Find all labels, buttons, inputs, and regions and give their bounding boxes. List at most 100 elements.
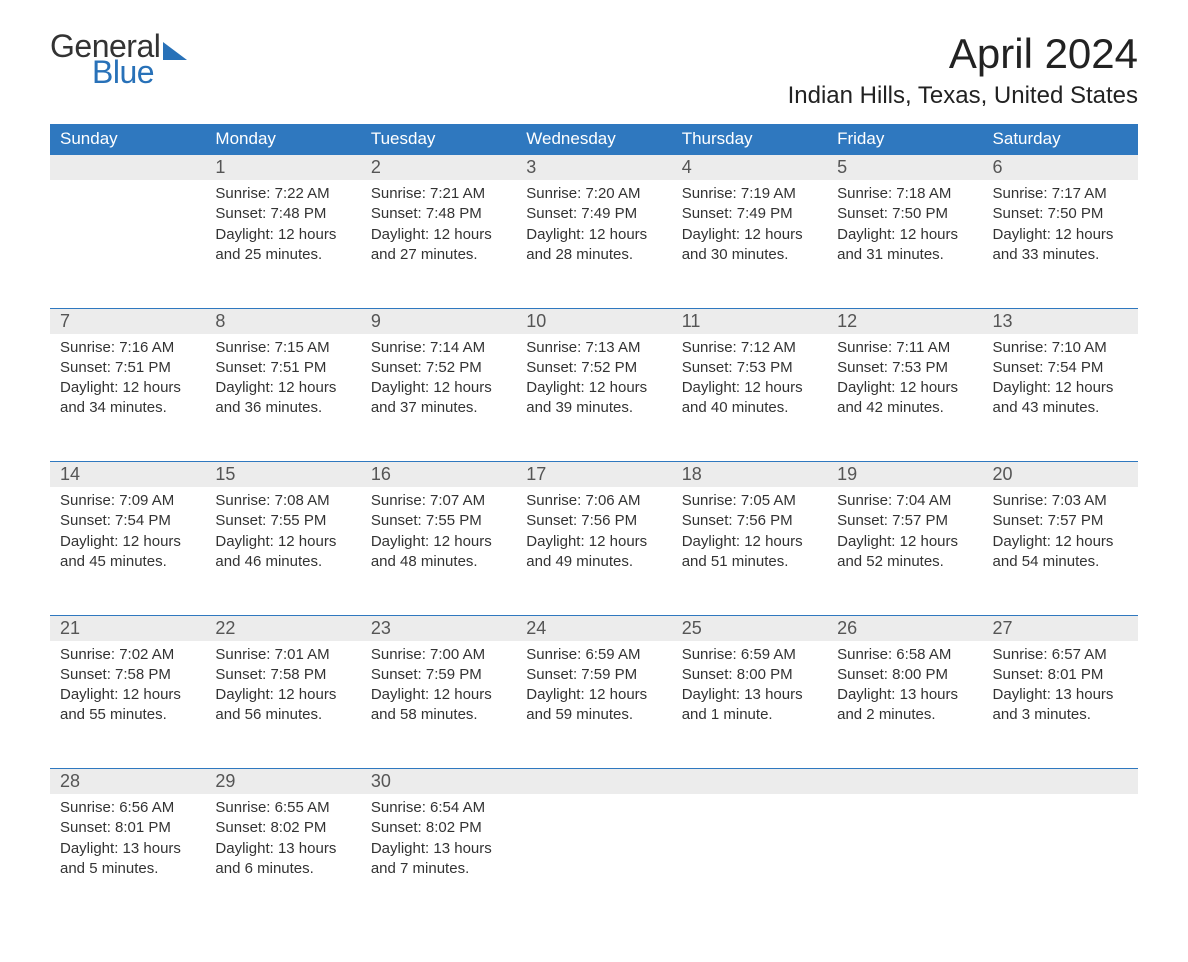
day-number xyxy=(50,155,205,159)
daynum-row: 282930 xyxy=(50,769,1138,795)
day-content xyxy=(50,180,205,194)
day-dl1: Daylight: 12 hours xyxy=(837,378,972,398)
day-dl1: Daylight: 12 hours xyxy=(526,532,661,552)
day-sunrise: Sunrise: 7:12 AM xyxy=(682,338,817,358)
day-content: Sunrise: 7:17 AMSunset: 7:50 PMDaylight:… xyxy=(983,180,1138,275)
day-sunrise: Sunrise: 7:22 AM xyxy=(215,184,350,204)
weekday-header: Thursday xyxy=(672,124,827,155)
day-cell: Sunrise: 7:22 AMSunset: 7:48 PMDaylight:… xyxy=(205,180,360,308)
day-content: Sunrise: 7:16 AMSunset: 7:51 PMDaylight:… xyxy=(50,334,205,429)
day-sunset: Sunset: 8:00 PM xyxy=(682,665,817,685)
title-block: April 2024 Indian Hills, Texas, United S… xyxy=(788,30,1138,110)
day-sunrise: Sunrise: 7:03 AM xyxy=(993,491,1128,511)
day-content: Sunrise: 7:04 AMSunset: 7:57 PMDaylight:… xyxy=(827,487,982,582)
day-content: Sunrise: 6:58 AMSunset: 8:00 PMDaylight:… xyxy=(827,641,982,736)
day-sunrise: Sunrise: 6:59 AM xyxy=(526,645,661,665)
day-cell: Sunrise: 7:02 AMSunset: 7:58 PMDaylight:… xyxy=(50,641,205,769)
day-cell: Sunrise: 7:20 AMSunset: 7:49 PMDaylight:… xyxy=(516,180,671,308)
day-sunset: Sunset: 7:58 PM xyxy=(215,665,350,685)
day-sunrise: Sunrise: 7:02 AM xyxy=(60,645,195,665)
day-content: Sunrise: 7:18 AMSunset: 7:50 PMDaylight:… xyxy=(827,180,982,275)
day-sunset: Sunset: 7:53 PM xyxy=(837,358,972,378)
day-dl1: Daylight: 12 hours xyxy=(371,685,506,705)
day-content: Sunrise: 7:06 AMSunset: 7:56 PMDaylight:… xyxy=(516,487,671,582)
day-dl2: and 46 minutes. xyxy=(215,552,350,572)
day-number xyxy=(672,769,827,773)
day-number xyxy=(983,769,1138,773)
day-dl2: and 52 minutes. xyxy=(837,552,972,572)
day-number: 7 xyxy=(50,309,205,334)
day-sunrise: Sunrise: 7:16 AM xyxy=(60,338,195,358)
day-number: 23 xyxy=(361,616,516,641)
day-content: Sunrise: 7:19 AMSunset: 7:49 PMDaylight:… xyxy=(672,180,827,275)
day-sunset: Sunset: 7:49 PM xyxy=(682,204,817,224)
day-cell: Sunrise: 7:08 AMSunset: 7:55 PMDaylight:… xyxy=(205,487,360,615)
day-number: 2 xyxy=(361,155,516,180)
day-dl2: and 42 minutes. xyxy=(837,398,972,418)
day-sunset: Sunset: 7:50 PM xyxy=(837,204,972,224)
day-content: Sunrise: 7:01 AMSunset: 7:58 PMDaylight:… xyxy=(205,641,360,736)
day-cell xyxy=(516,794,671,922)
day-sunset: Sunset: 7:51 PM xyxy=(215,358,350,378)
day-dl1: Daylight: 12 hours xyxy=(60,532,195,552)
day-dl1: Daylight: 12 hours xyxy=(993,532,1128,552)
day-sunset: Sunset: 7:55 PM xyxy=(371,511,506,531)
day-dl1: Daylight: 12 hours xyxy=(682,225,817,245)
day-dl1: Daylight: 12 hours xyxy=(526,685,661,705)
day-content: Sunrise: 7:21 AMSunset: 7:48 PMDaylight:… xyxy=(361,180,516,275)
day-number: 15 xyxy=(205,462,360,487)
day-dl1: Daylight: 13 hours xyxy=(371,839,506,859)
day-number: 18 xyxy=(672,462,827,487)
day-cell: Sunrise: 6:56 AMSunset: 8:01 PMDaylight:… xyxy=(50,794,205,922)
day-dl1: Daylight: 12 hours xyxy=(837,225,972,245)
day-dl2: and 27 minutes. xyxy=(371,245,506,265)
day-dl1: Daylight: 12 hours xyxy=(526,378,661,398)
day-dl2: and 40 minutes. xyxy=(682,398,817,418)
day-sunset: Sunset: 7:48 PM xyxy=(371,204,506,224)
day-content: Sunrise: 7:02 AMSunset: 7:58 PMDaylight:… xyxy=(50,641,205,736)
day-content xyxy=(672,794,827,808)
day-sunrise: Sunrise: 7:05 AM xyxy=(682,491,817,511)
day-dl2: and 36 minutes. xyxy=(215,398,350,418)
day-sunrise: Sunrise: 6:58 AM xyxy=(837,645,972,665)
day-dl2: and 28 minutes. xyxy=(526,245,661,265)
day-dl1: Daylight: 12 hours xyxy=(993,378,1128,398)
day-cell: Sunrise: 7:21 AMSunset: 7:48 PMDaylight:… xyxy=(361,180,516,308)
day-cell: Sunrise: 7:11 AMSunset: 7:53 PMDaylight:… xyxy=(827,334,982,462)
day-sunrise: Sunrise: 7:06 AM xyxy=(526,491,661,511)
day-dl2: and 56 minutes. xyxy=(215,705,350,725)
day-content: Sunrise: 6:54 AMSunset: 8:02 PMDaylight:… xyxy=(361,794,516,889)
day-sunset: Sunset: 7:59 PM xyxy=(371,665,506,685)
day-sunset: Sunset: 7:54 PM xyxy=(993,358,1128,378)
page-header: General Blue April 2024 Indian Hills, Te… xyxy=(50,30,1138,110)
day-dl2: and 45 minutes. xyxy=(60,552,195,572)
day-sunrise: Sunrise: 7:01 AM xyxy=(215,645,350,665)
daynum-row: 123456 xyxy=(50,155,1138,181)
day-content xyxy=(983,794,1138,808)
weekday-header: Monday xyxy=(205,124,360,155)
day-cell: Sunrise: 7:04 AMSunset: 7:57 PMDaylight:… xyxy=(827,487,982,615)
day-dl2: and 33 minutes. xyxy=(993,245,1128,265)
day-content xyxy=(827,794,982,808)
day-dl2: and 31 minutes. xyxy=(837,245,972,265)
day-cell: Sunrise: 7:07 AMSunset: 7:55 PMDaylight:… xyxy=(361,487,516,615)
day-cell: Sunrise: 7:05 AMSunset: 7:56 PMDaylight:… xyxy=(672,487,827,615)
day-cell: Sunrise: 7:15 AMSunset: 7:51 PMDaylight:… xyxy=(205,334,360,462)
day-dl1: Daylight: 13 hours xyxy=(837,685,972,705)
day-content: Sunrise: 7:03 AMSunset: 7:57 PMDaylight:… xyxy=(983,487,1138,582)
daynum-row: 21222324252627 xyxy=(50,615,1138,641)
day-sunset: Sunset: 8:01 PM xyxy=(993,665,1128,685)
day-cell: Sunrise: 7:10 AMSunset: 7:54 PMDaylight:… xyxy=(983,334,1138,462)
day-number: 8 xyxy=(205,309,360,334)
day-content: Sunrise: 6:56 AMSunset: 8:01 PMDaylight:… xyxy=(50,794,205,889)
day-cell: Sunrise: 7:14 AMSunset: 7:52 PMDaylight:… xyxy=(361,334,516,462)
day-dl1: Daylight: 13 hours xyxy=(682,685,817,705)
day-sunrise: Sunrise: 7:07 AM xyxy=(371,491,506,511)
day-dl2: and 5 minutes. xyxy=(60,859,195,879)
day-dl1: Daylight: 12 hours xyxy=(215,378,350,398)
day-sunset: Sunset: 7:48 PM xyxy=(215,204,350,224)
week-row: Sunrise: 7:09 AMSunset: 7:54 PMDaylight:… xyxy=(50,487,1138,615)
weekday-header: Saturday xyxy=(983,124,1138,155)
day-content: Sunrise: 6:59 AMSunset: 7:59 PMDaylight:… xyxy=(516,641,671,736)
day-cell xyxy=(50,180,205,308)
